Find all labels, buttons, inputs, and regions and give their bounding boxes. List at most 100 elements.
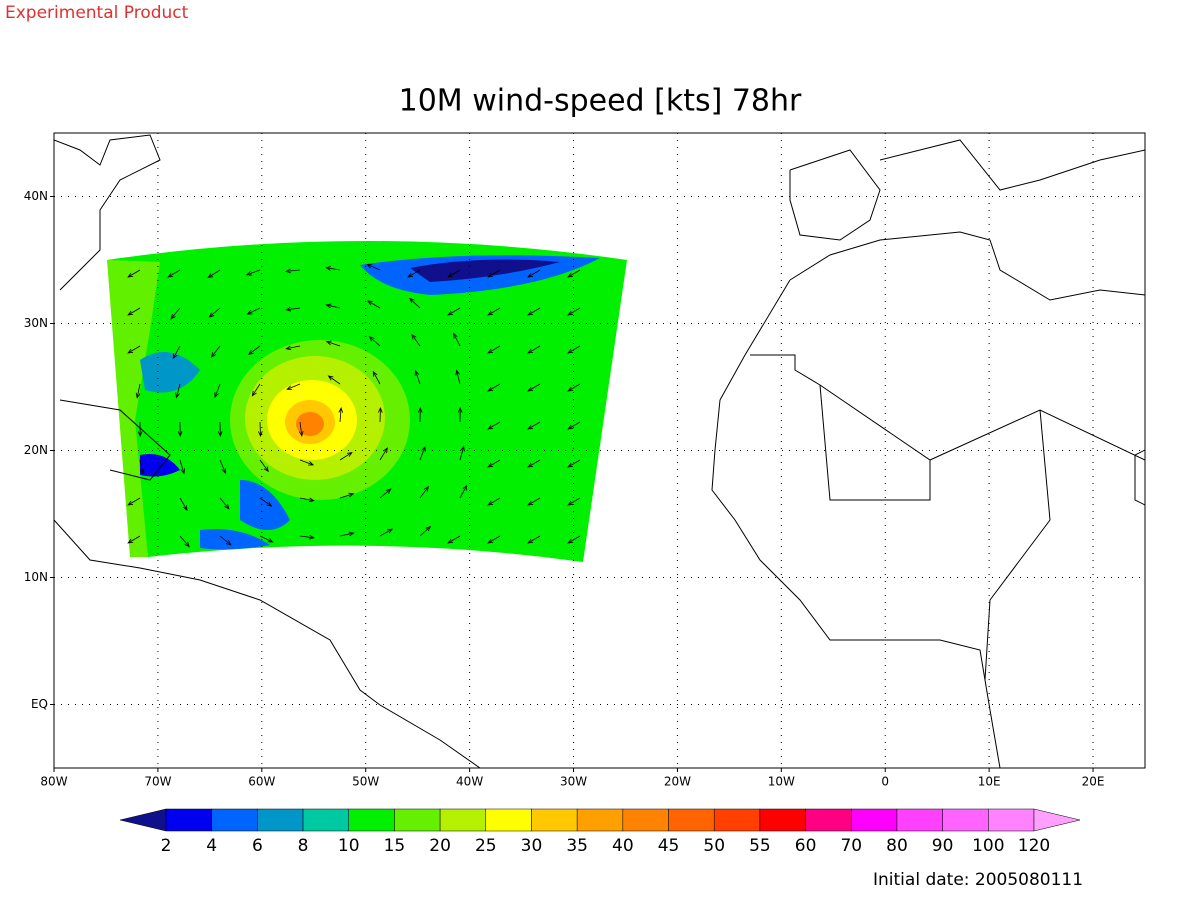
x-tick-label: 60W [248, 775, 275, 789]
wind-arrow [285, 268, 301, 274]
wind-arrow [487, 383, 501, 392]
wind-arrow [299, 459, 315, 466]
coast [879, 139, 1145, 191]
wind-arrows [127, 264, 581, 548]
colorbar-label: 60 [795, 836, 817, 856]
wind-arrow [208, 307, 221, 318]
wind-shade [107, 260, 160, 557]
colorbar-label: 40 [612, 836, 634, 856]
colorbar-label: 30 [521, 836, 543, 856]
x-tick-label: 30W [560, 775, 587, 789]
wind-arrow [177, 421, 183, 438]
coast [54, 519, 481, 768]
wind-arrow [487, 459, 501, 468]
wind-arrow [379, 528, 394, 537]
colorbar-box [257, 808, 304, 832]
wind-arrow [135, 383, 141, 399]
wind-arrow [167, 269, 181, 278]
colorbar-label: 80 [886, 836, 908, 856]
wind-shade [140, 454, 180, 477]
wind-arrow [286, 383, 301, 390]
x-tick-label: 50W [352, 775, 379, 789]
coast [54, 134, 161, 291]
wind-arrow [487, 345, 501, 354]
colorbar-label: 10 [338, 836, 360, 856]
wind-arrow [567, 497, 581, 506]
wind-arrow [409, 297, 421, 309]
wind-arrow [447, 269, 461, 278]
colorbar-label: 70 [840, 836, 862, 856]
wind-arrow [179, 497, 188, 512]
y-tick-label: 10N [24, 570, 48, 584]
border [750, 354, 1145, 461]
border [984, 409, 1051, 681]
y-tick-label: EQ [31, 697, 48, 711]
colorbar-label: 2 [161, 836, 172, 856]
colorbar-label: 55 [749, 836, 771, 856]
wind-arrow [447, 535, 461, 544]
wind-arrow [487, 535, 501, 544]
colorbar-box [759, 808, 806, 832]
wind-arrow [527, 383, 541, 392]
colorbar-label: 100 [972, 836, 1004, 856]
x-tick-label: 10E [978, 775, 1001, 789]
colorbar-box [805, 808, 852, 832]
wind-arrow [175, 383, 181, 399]
colorbar-label: 15 [384, 836, 406, 856]
wind-arrow [567, 535, 581, 544]
wind-arrow [366, 264, 381, 271]
wind-arrow [210, 345, 221, 358]
wind-arrow [411, 333, 421, 347]
wind-arrow [258, 421, 263, 438]
colorbar-box [348, 808, 395, 832]
wind-arrow [457, 406, 463, 423]
colorbar-label: 4 [206, 836, 217, 856]
colorbar-box [942, 808, 989, 832]
footer: Initial date: 2005080111 [873, 870, 1083, 890]
map-title: 10M wind-speed [kts] 78hr [399, 84, 802, 119]
colorbar-label: 25 [475, 836, 497, 856]
wind-arrow [339, 452, 353, 461]
wind-arrow [453, 332, 461, 347]
wind-arrow [127, 535, 141, 544]
wind-arrow [214, 383, 221, 399]
wind-arrow [367, 300, 381, 309]
border [819, 384, 931, 501]
wind-arrow [207, 269, 221, 279]
colorbar-label: 20 [429, 836, 451, 856]
wind-arrow [179, 459, 185, 475]
wind-arrow [299, 534, 315, 540]
wind-arrow [170, 307, 181, 320]
wind-shade [200, 529, 270, 550]
map-area [54, 133, 1145, 768]
x-tick-label: 10W [768, 775, 795, 789]
wind-arrow [379, 488, 392, 499]
colorbar-end [1033, 808, 1081, 832]
wind-arrow [127, 307, 141, 316]
wind-arrow [339, 531, 355, 537]
colorbar-box [211, 808, 258, 832]
x-tick-label: 40W [456, 775, 483, 789]
wind-arrow [299, 497, 315, 503]
wind-arrow [487, 307, 501, 316]
wind-arrow [417, 406, 423, 423]
wind-arrow [139, 459, 145, 475]
wind-arrow [127, 345, 141, 354]
wind-arrow [251, 383, 261, 397]
colorbar-box [988, 808, 1035, 832]
wind-arrow [368, 336, 381, 347]
wind-arrow [447, 307, 461, 316]
wind-arrow [285, 306, 301, 312]
wind-arrow [567, 421, 581, 430]
wind-arrow [219, 459, 226, 474]
wind-arrow [487, 269, 501, 278]
wind-arrow [219, 497, 230, 510]
storm-core [296, 412, 324, 436]
y-tick-label: 40N [24, 189, 48, 203]
colorbar-label: 6 [252, 836, 263, 856]
wind-arrow [325, 340, 341, 347]
wind-arrow [527, 497, 541, 506]
wind-arrow [325, 266, 341, 271]
wind-arrow [567, 345, 581, 354]
wind-arrow [137, 421, 143, 438]
